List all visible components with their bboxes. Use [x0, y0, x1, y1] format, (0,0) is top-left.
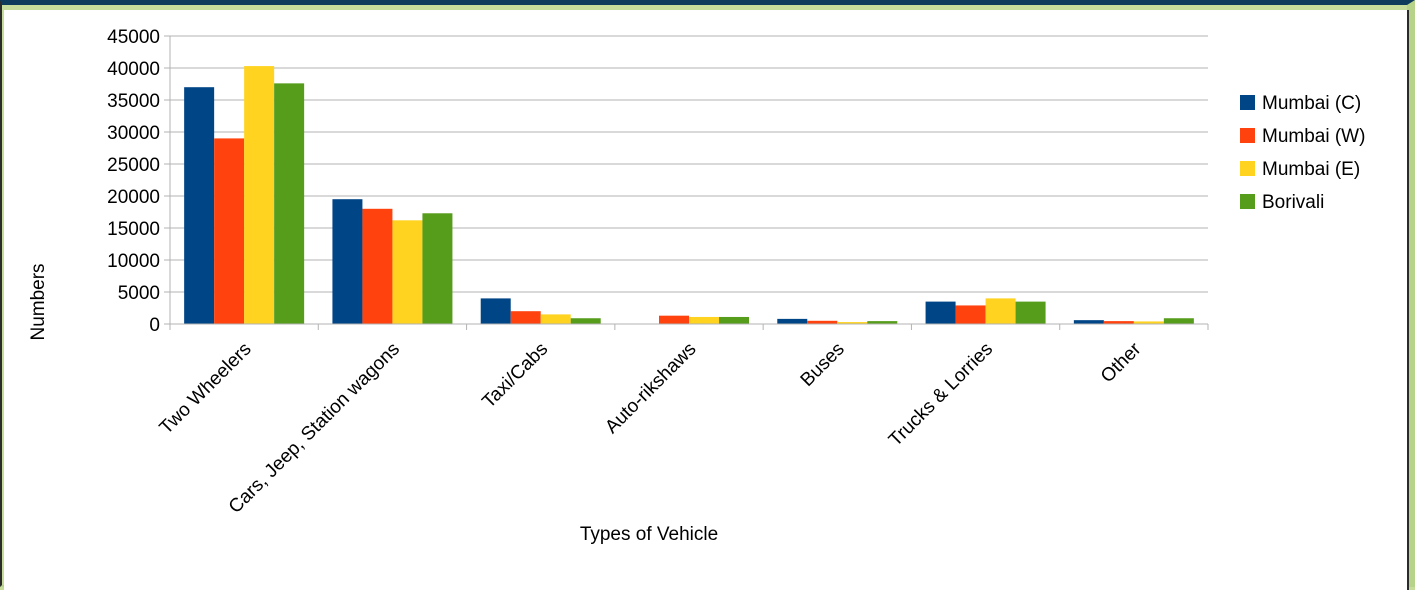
y-tick-label: 20000	[107, 187, 160, 208]
bar	[1073, 320, 1104, 324]
bar	[1133, 321, 1164, 324]
bar	[719, 316, 749, 324]
y-axis-title: Numbers	[28, 263, 49, 340]
bar	[1103, 321, 1134, 324]
y-tick-label: 5000	[118, 283, 160, 304]
legend-swatch	[1240, 95, 1255, 110]
bar	[184, 87, 215, 324]
x-category-label: Auto-rikshaws	[601, 339, 700, 438]
bar	[955, 305, 986, 324]
x-category-label: Buses	[797, 339, 849, 391]
y-tick-label: 25000	[107, 155, 160, 176]
bar	[1015, 301, 1046, 324]
legend-label: Mumbai (W)	[1262, 126, 1365, 147]
gridlines	[164, 35, 1208, 325]
bar	[480, 298, 511, 324]
bar	[925, 301, 956, 324]
legend-swatch	[1240, 128, 1255, 143]
y-tick-label: 0	[149, 315, 160, 336]
bar	[392, 220, 423, 324]
y-tick-label: 30000	[107, 123, 160, 144]
y-tick-label: 15000	[107, 219, 160, 240]
y-tick-labels: 0 5000 10000 15000 20000 25000 30000 35000 40000…	[107, 27, 160, 336]
bar	[274, 83, 305, 324]
y-tick-label: 10000	[107, 251, 160, 272]
legend-label: Mumbai (E)	[1262, 159, 1360, 180]
bar	[214, 138, 245, 324]
axes	[169, 36, 1209, 330]
bar	[510, 311, 541, 324]
bar	[807, 320, 838, 324]
bar	[540, 314, 571, 324]
bar	[244, 66, 275, 324]
legend-label: Borivali	[1262, 192, 1324, 213]
legend-label: Mumbai (C)	[1262, 93, 1361, 114]
x-category-label: Taxi/Cabs	[478, 339, 552, 413]
bar-chart: 0 5000 10000 15000 20000 25000 30000 35000 40000…	[28, 27, 1365, 545]
y-tick-label: 45000	[107, 27, 160, 48]
bar	[332, 199, 363, 324]
bars	[184, 66, 1194, 324]
y-tick-label: 35000	[107, 91, 160, 112]
bar	[985, 298, 1016, 324]
x-category-label: Trucks & Lorries	[885, 339, 997, 451]
bar	[837, 322, 868, 324]
bar	[867, 321, 898, 324]
legend-swatch	[1240, 194, 1255, 209]
bar	[1163, 318, 1194, 324]
y-tick-label: 40000	[107, 59, 160, 80]
bar	[422, 213, 453, 324]
legend-swatch	[1240, 161, 1255, 176]
bar	[659, 315, 689, 324]
x-axis-title: Types of Vehicle	[580, 524, 718, 545]
bar	[777, 318, 808, 324]
chart-area: 0 5000 10000 15000 20000 25000 30000 35000 40000…	[4, 10, 1409, 590]
x-category-label: Cars, Jeep, Station wagons	[225, 339, 404, 518]
x-category-label: Other	[1097, 338, 1146, 387]
bar	[362, 208, 393, 324]
legend: Mumbai (C) Mumbai (W) Mumbai (E) Borivali	[1240, 93, 1365, 213]
bar	[570, 318, 601, 324]
x-category-label: Two Wheelers	[156, 339, 256, 439]
bar	[689, 316, 719, 324]
